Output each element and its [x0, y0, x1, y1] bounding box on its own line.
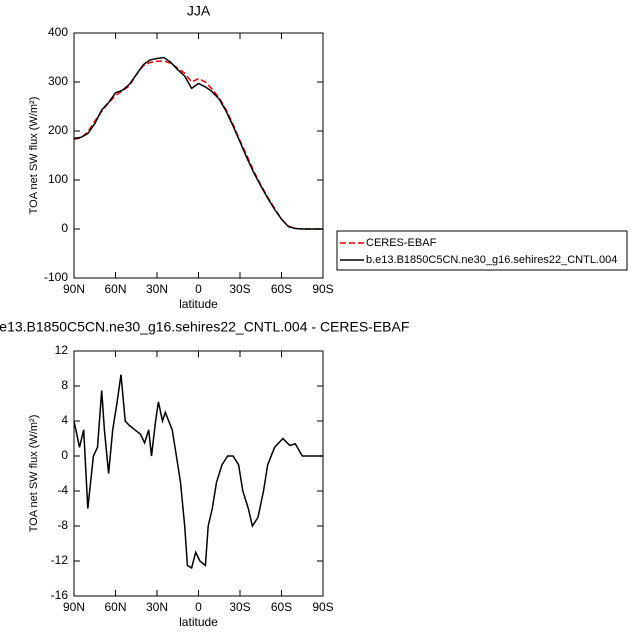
y-tick-label: -16 [51, 588, 69, 602]
x-tick-label: 60S [271, 600, 292, 614]
y-tick-label: 400 [48, 25, 68, 39]
y-tick-label: 0 [61, 221, 68, 235]
x-tick-label: 60N [104, 600, 126, 614]
y-tick-label: 12 [55, 343, 69, 357]
y-tick-label: 8 [61, 378, 68, 392]
legend-label: b.e13.B1850C5CN.ne30_g16.sehires22_CNTL.… [366, 254, 617, 266]
y-tick-label: 0 [61, 448, 68, 462]
legend-box [336, 230, 628, 271]
x-tick-label: 0 [195, 282, 202, 296]
y-tick-label: 200 [48, 123, 68, 137]
x-tick-label: 90S [312, 282, 333, 296]
line [73, 60, 323, 230]
x-tick-label: 30N [146, 282, 168, 296]
x-tick-label: 30S [229, 282, 250, 296]
chart-title: b.e13.B1850C5CN.ne30_g16.sehires22_CNTL.… [0, 319, 409, 335]
x-tick-label: 90N [63, 282, 85, 296]
y-tick-label: 300 [48, 74, 68, 88]
x-tick-label: 0 [195, 600, 202, 614]
y-tick-label: -12 [51, 553, 69, 567]
x-tick-label: 60S [271, 282, 292, 296]
line [73, 374, 323, 570]
x-tick-label: 90S [312, 600, 333, 614]
x-axis-label: latitude [179, 297, 218, 311]
plot-frame [73, 32, 324, 279]
plot-frame [73, 350, 324, 597]
y-axis-label: TOA net SW flux (W/m²) [28, 97, 40, 215]
x-axis-label: latitude [179, 615, 218, 629]
chart-title: JJA [187, 3, 211, 19]
legend-label: CERES-EBAF [366, 237, 437, 249]
y-tick-label: -100 [44, 270, 68, 284]
line [73, 56, 323, 230]
y-tick-label: -8 [57, 518, 68, 532]
y-tick-label: 100 [48, 172, 68, 186]
x-tick-label: 30S [229, 600, 250, 614]
y-axis-label: TOA net SW flux (W/m²) [28, 415, 40, 533]
y-tick-label: -4 [57, 483, 68, 497]
x-tick-label: 90N [63, 600, 85, 614]
x-tick-label: 60N [104, 282, 126, 296]
y-tick-label: 4 [61, 413, 68, 427]
x-tick-label: 30N [146, 600, 168, 614]
